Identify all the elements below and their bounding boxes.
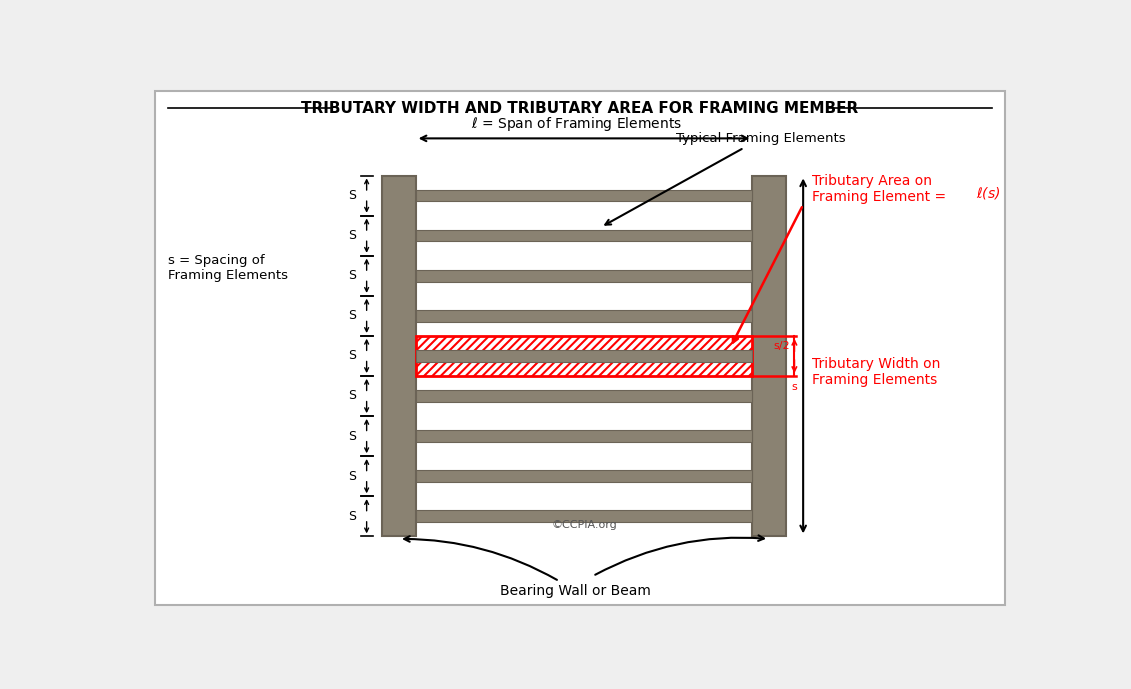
Text: s = Spacing of
Framing Elements: s = Spacing of Framing Elements: [167, 254, 287, 282]
Text: S: S: [348, 349, 356, 362]
Text: s/2: s/2: [774, 341, 789, 351]
Text: Bearing Wall or Beam: Bearing Wall or Beam: [404, 536, 650, 598]
Bar: [416, 310, 752, 322]
Bar: [416, 336, 752, 376]
Text: S: S: [348, 510, 356, 523]
Bar: [382, 176, 416, 536]
Bar: [416, 390, 752, 402]
Text: S: S: [348, 309, 356, 322]
Bar: [416, 511, 752, 522]
Bar: [416, 270, 752, 282]
Text: $\ell$ = Span of Framing Elements: $\ell$ = Span of Framing Elements: [470, 115, 682, 133]
Bar: [416, 230, 752, 241]
Text: Typical Framing Elements: Typical Framing Elements: [605, 132, 846, 225]
Text: s: s: [792, 382, 797, 392]
Text: S: S: [348, 389, 356, 402]
Text: S: S: [348, 269, 356, 282]
Text: S: S: [348, 429, 356, 442]
Bar: [416, 350, 752, 362]
Text: S: S: [348, 470, 356, 483]
Text: S: S: [348, 229, 356, 242]
Bar: [752, 176, 786, 536]
Text: TRIBUTARY WIDTH AND TRIBUTARY AREA FOR FRAMING MEMBER: TRIBUTARY WIDTH AND TRIBUTARY AREA FOR F…: [301, 101, 858, 116]
Bar: [416, 471, 752, 482]
Bar: [416, 350, 752, 362]
Text: Tributary Width on
Framing Elements: Tributary Width on Framing Elements: [812, 357, 940, 387]
Text: Tributary Area on
Framing Element =: Tributary Area on Framing Element =: [812, 174, 950, 204]
Text: S: S: [348, 189, 356, 202]
Text: $\ell$(s): $\ell$(s): [976, 185, 1001, 201]
Bar: [416, 430, 752, 442]
Bar: [416, 189, 752, 201]
Text: ©CCPIA.org: ©CCPIA.org: [551, 520, 616, 530]
